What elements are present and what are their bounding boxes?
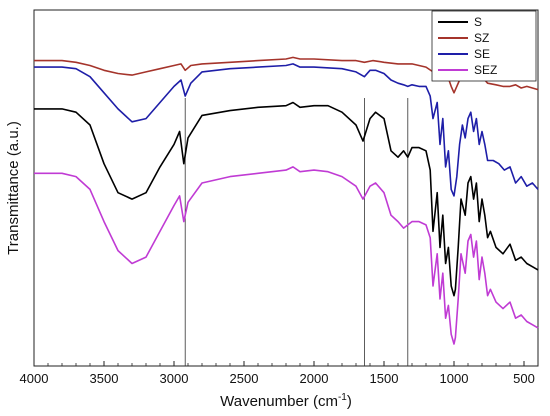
series-line-sez: [34, 166, 539, 345]
reference-lines: [184, 98, 409, 366]
x-axis-label-main: Wavenumber (cm: [220, 393, 338, 410]
x-tick-label-3000: 3000: [160, 371, 189, 386]
series-group: [34, 56, 539, 345]
legend-label-se: SE: [474, 47, 490, 61]
x-tick-label-500: 500: [513, 371, 535, 386]
x-tick-label-4000: 4000: [20, 371, 49, 386]
x-tick-label-2500: 2500: [230, 371, 259, 386]
x-tick-label-2000: 2000: [300, 371, 329, 386]
x-axis-label-close: ): [347, 393, 352, 410]
legend-label-s: S: [474, 15, 482, 29]
x-axis-label: Wavenumber (cm-1): [220, 392, 352, 410]
series-line-se: [34, 63, 539, 197]
series-line-s: [34, 101, 539, 297]
legend-label-sez: SEZ: [474, 63, 497, 77]
legend: S SZ SE SEZ: [431, 10, 537, 82]
x-tick-label-1500: 1500: [370, 371, 399, 386]
x-tick-label-1000: 1000: [440, 371, 469, 386]
y-axis-label: Transmittance (a.u.): [5, 121, 22, 255]
plot-area: 4000 3500 3000 2500 2000 1500 1000 500 S SZ SE SEZ: [20, 9, 539, 386]
legend-label-sz: SZ: [474, 31, 489, 45]
x-axis-label-superscript: -1: [338, 392, 347, 403]
x-axis-ticks: 4000 3500 3000 2500 2000 1500 1000 500: [20, 361, 539, 386]
x-tick-label-3500: 3500: [90, 371, 119, 386]
